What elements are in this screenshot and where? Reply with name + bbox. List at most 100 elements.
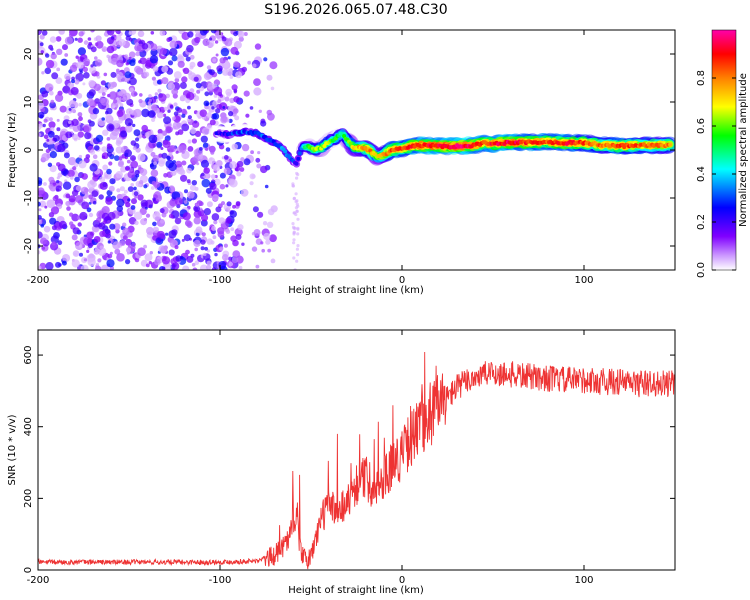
noise-speckle [214,40,219,44]
noise-speckle [45,53,50,58]
noise-speckle [179,145,187,153]
noise-speckle [74,79,80,85]
noise-speckle [187,139,192,144]
noise-speckle [50,206,60,215]
noise-speckle [116,188,121,193]
noise-speckle [137,247,146,256]
noise-speckle [255,157,261,163]
colorbar-gradient [711,29,737,271]
noise-speckle [122,222,127,227]
noise-speckle [38,187,45,195]
noise-speckle [41,90,49,98]
noise-speckle [77,47,86,56]
noise-speckle [150,151,156,157]
noise-speckle [186,179,191,184]
noise-speckle [232,250,241,258]
noise-speckle [45,148,51,154]
noise-speckle [216,65,223,72]
x-tick-label: 0 [399,275,405,286]
ridge-point [342,134,347,138]
noise-speckle [228,111,234,117]
noise-speckle [69,221,74,226]
noise-speckle [231,256,239,264]
noise-speckle [88,212,94,218]
noise-speckle [160,147,164,150]
noise-speckle [233,61,240,68]
noise-speckle [292,230,296,234]
noise-speckle [38,102,45,110]
noise-speckle [68,195,76,203]
noise-speckle [129,30,137,36]
noise-speckle [210,174,216,180]
noise-speckle [101,212,110,221]
noise-speckle [101,155,106,159]
noise-speckle [189,184,197,191]
noise-speckle [232,239,239,247]
noise-speckle [138,180,144,185]
noise-speckle [205,41,210,46]
noise-speckle [59,220,67,229]
noise-speckle [225,229,231,234]
noise-speckle [106,143,113,150]
noise-speckle [116,59,124,68]
noise-speckle [57,163,66,172]
noise-speckle [223,155,229,160]
noise-speckle [125,35,131,41]
noise-speckle [74,37,78,41]
noise-speckle [206,260,212,266]
noise-speckle [125,166,130,171]
spectrogram-marks [38,30,675,270]
noise-speckle [169,145,177,153]
noise-speckle [184,189,188,194]
x-tick-label: 100 [574,275,593,286]
noise-speckle [253,229,261,236]
noise-speckle [200,135,208,143]
noise-speckle [195,82,202,89]
noise-speckle [46,199,56,208]
noise-speckle [193,210,202,219]
noise-speckle [44,67,52,75]
noise-speckle [83,72,90,79]
noise-speckle [295,259,299,263]
noise-speckle [130,205,136,210]
noise-speckle [157,128,163,135]
noise-speckle [292,211,296,215]
noise-speckle [58,30,65,35]
noise-speckle [99,176,106,183]
x-tick-label: -100 [209,275,232,286]
noise-speckle [208,157,216,165]
noise-speckle [215,108,221,114]
noise-speckle [159,47,167,55]
noise-speckle [171,55,178,62]
noise-speckle [166,155,171,161]
noise-speckle [47,162,53,167]
noise-speckle [266,74,273,81]
noise-speckle [39,200,47,208]
noise-speckle [161,256,171,265]
noise-speckle [250,150,255,155]
noise-speckle [43,182,47,186]
noise-speckle [141,124,148,132]
noise-speckle [150,169,159,177]
noise-speckle [115,171,123,179]
noise-speckle [260,120,267,127]
noise-speckle [157,88,162,93]
noise-speckle [203,167,210,174]
colorbar-tick-label: 0.0 [696,262,707,278]
noise-speckle [129,59,136,66]
noise-speckle [94,71,100,77]
noise-speckle [185,98,191,104]
noise-speckle [145,263,150,268]
noise-speckle [77,131,85,138]
noise-speckle [119,240,126,247]
noise-speckle [234,115,240,121]
y-tick-label: 400 [23,417,34,436]
noise-speckle [56,67,61,72]
noise-speckle [46,138,50,142]
noise-speckle [238,265,243,270]
noise-speckle [197,61,204,68]
noise-speckle [75,195,84,204]
noise-speckle [223,243,228,248]
noise-speckle [90,46,97,53]
noise-speckle [88,41,93,46]
